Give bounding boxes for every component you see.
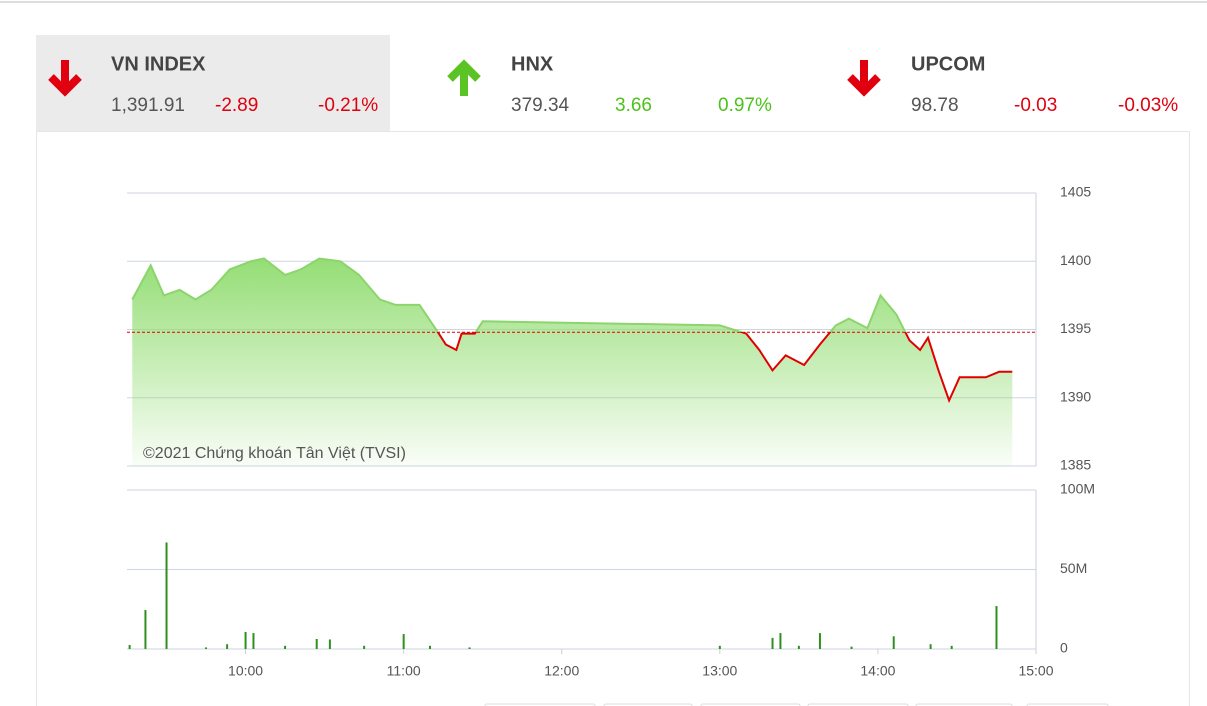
y-tick-label: 1405: [1060, 184, 1091, 200]
y-tick-label: 1390: [1060, 388, 1091, 404]
button[interactable]: [1026, 703, 1109, 706]
chart-panel: [36, 131, 1190, 706]
y-tick-label: 1395: [1060, 320, 1091, 336]
index-upcom[interactable]: UPCOM 98.78 -0.03 -0.03%: [847, 53, 1178, 116]
index-percent: 0.97%: [718, 95, 772, 116]
volume-bar: [363, 645, 366, 649]
x-tick-label: 14:00: [860, 663, 895, 679]
volume-bar: [771, 637, 774, 649]
annotation: ©2021 Chứng khoán Tân Việt (TVSI): [143, 445, 406, 462]
y-tick-label: 1385: [1060, 457, 1091, 473]
index-value: 1,391.91: [111, 95, 185, 116]
index-name: VN INDEX: [111, 53, 206, 75]
price-line: [131, 257, 1013, 404]
index-percent: -0.21%: [318, 95, 378, 116]
index-value: 98.78: [911, 95, 959, 116]
volume-bar: [252, 633, 255, 649]
button[interactable]: [603, 703, 693, 706]
index-value: 379.34: [511, 95, 570, 116]
index-percent: -0.03%: [1118, 95, 1178, 116]
volume-bar: [797, 645, 800, 649]
up-arrow: [447, 59, 481, 96]
volume-bar: [892, 636, 895, 649]
volume-bar: [929, 644, 932, 649]
volume-bar: [328, 639, 331, 649]
down-arrow: [847, 60, 881, 97]
button[interactable]: [700, 703, 801, 706]
volume-bar: [950, 645, 953, 649]
volume-bar: [284, 645, 287, 649]
volume-bar: [205, 647, 208, 649]
x-tick-label: 13:00: [702, 663, 737, 679]
button[interactable]: [484, 703, 596, 706]
volume-bar: [779, 633, 782, 649]
down-arrow: [48, 60, 82, 97]
volume-bar: [468, 647, 471, 649]
volume-bar: [315, 638, 318, 649]
y-tick-label: 100M: [1060, 481, 1095, 497]
selected-tab-bg: [36, 35, 390, 131]
volume-bar: [429, 645, 431, 649]
volume-bar: [402, 634, 405, 649]
index-vnindex[interactable]: VN INDEX 1,391.91 -2.89 -0.21%: [48, 53, 378, 116]
y-tick-label: 1400: [1060, 252, 1091, 268]
y-tick-label: 50M: [1060, 560, 1087, 576]
index-name: HNX: [511, 53, 554, 75]
volume-bar: [244, 631, 247, 649]
x-tick-label: 15:00: [1018, 663, 1053, 679]
volume-bar: [144, 610, 147, 649]
x-tick-label: 10:00: [228, 663, 263, 679]
button[interactable]: [915, 703, 1013, 706]
y-tick-label: 0: [1060, 640, 1068, 656]
index-change: -0.03: [1014, 95, 1057, 116]
volume-bar: [718, 645, 721, 649]
index-change: -2.89: [215, 95, 258, 116]
index-name: UPCOM: [911, 53, 985, 75]
x-tick-label: 11:00: [387, 663, 421, 679]
x-tick-label: 12:00: [544, 663, 579, 679]
index-change: 3.66: [615, 95, 652, 116]
range-buttons: [484, 703, 1109, 706]
button[interactable]: [807, 703, 909, 706]
volume-bar: [995, 606, 998, 649]
volume-bar: [128, 645, 131, 649]
index-hnx[interactable]: HNX 379.34 3.66 0.97%: [447, 53, 772, 116]
volume-bar: [850, 646, 853, 649]
volume-bar: [818, 633, 821, 649]
volume-bar: [165, 542, 168, 649]
volume-bar: [226, 644, 229, 649]
price-area: [132, 258, 1013, 466]
